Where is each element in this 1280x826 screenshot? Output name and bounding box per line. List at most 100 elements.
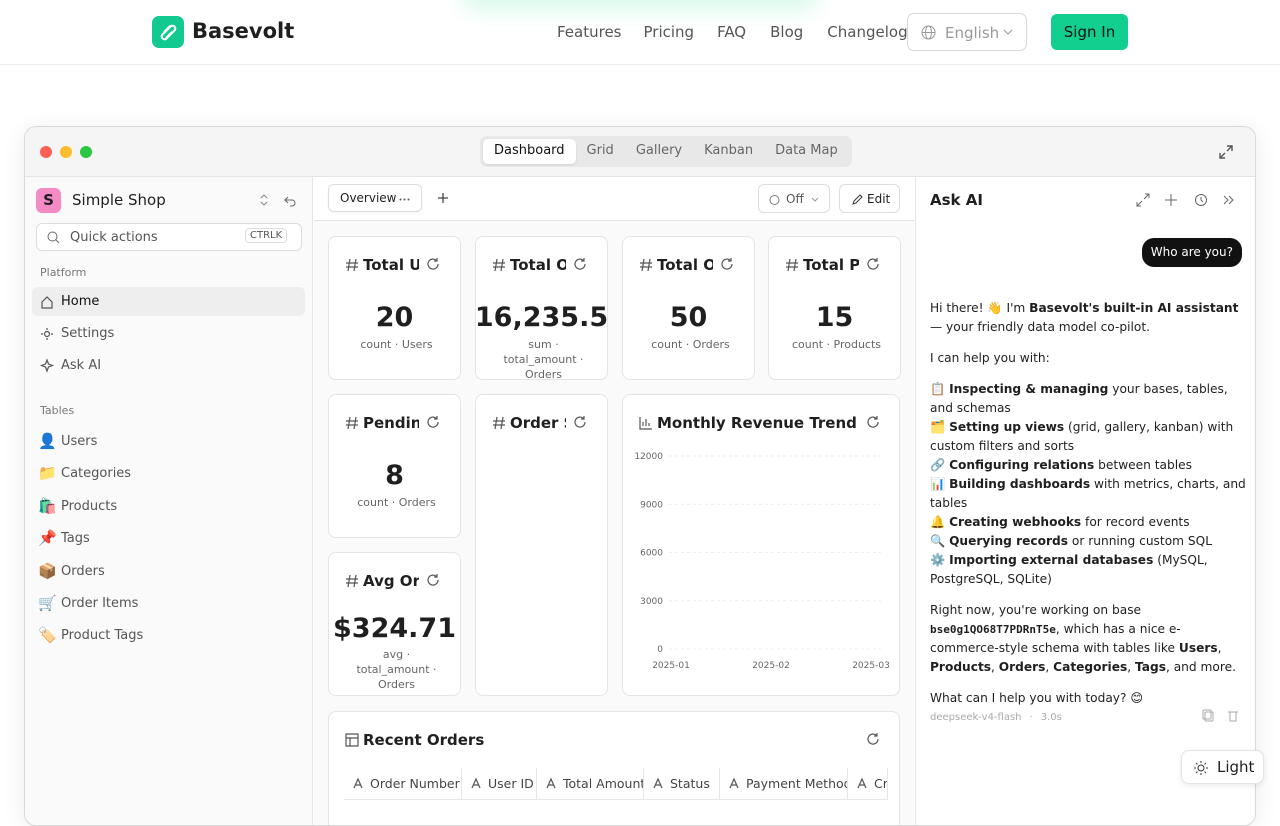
- table-item[interactable]: 🛒 Order Items: [32, 589, 305, 618]
- text-run: ,: [1045, 660, 1054, 674]
- nav-icon-path: [41, 296, 53, 309]
- nav-link[interactable]: Changelog: [827, 23, 908, 41]
- x-tick-label: 2025-03: [852, 661, 890, 671]
- text-run: ,: [991, 660, 999, 674]
- column-header[interactable]: User ID: [462, 768, 537, 800]
- metric-value: $324.71: [333, 613, 456, 644]
- card-title: Avg Ord: [363, 572, 419, 590]
- table-item[interactable]: 📌 Tags: [32, 524, 305, 553]
- refresh-icon-path: [427, 416, 439, 428]
- column-header[interactable]: Cr: [848, 768, 888, 800]
- table-label: Products: [61, 498, 118, 514]
- list-item: 🗂️ Setting up views (grid, gallery, kanb…: [930, 418, 1248, 456]
- card-title: Order St: [510, 414, 566, 432]
- refresh-icon[interactable]: [573, 415, 587, 429]
- hash-icon: [346, 416, 358, 430]
- pencil-icon: [852, 194, 863, 205]
- refresh-toggle[interactable]: Off: [758, 184, 830, 213]
- nav-link[interactable]: Features: [557, 23, 622, 41]
- refresh-icon[interactable]: [426, 415, 440, 429]
- sign-in-button[interactable]: Sign In: [1051, 14, 1128, 50]
- table-item[interactable]: 🏷️ Product Tags: [32, 621, 305, 650]
- language-select[interactable]: English: [907, 13, 1027, 51]
- hash-icon: [346, 574, 358, 588]
- window-controls[interactable]: [40, 146, 100, 158]
- nav-item[interactable]: Home: [32, 287, 305, 316]
- table-item[interactable]: 🛍️ Products: [32, 492, 305, 521]
- search-icon: [47, 231, 60, 244]
- workspace-name[interactable]: Simple Shop: [72, 191, 166, 209]
- refresh-icon[interactable]: [866, 415, 880, 429]
- text-run: ,: [1127, 660, 1135, 674]
- nav-item[interactable]: Settings: [32, 319, 305, 348]
- refresh-icon[interactable]: [866, 257, 880, 271]
- table-item[interactable]: 📦 Orders: [32, 557, 305, 586]
- nav-label: Settings: [61, 326, 115, 341]
- text-run: between tables: [1094, 458, 1192, 472]
- nav-links: Features Pricing FAQ Blog Changelog: [557, 23, 908, 41]
- hash-icon-path: [493, 258, 505, 272]
- text-run: , and more.: [1165, 660, 1236, 674]
- search-box[interactable]: Quick actions CTRLK: [36, 223, 302, 251]
- column-icon: [653, 777, 663, 789]
- x-tick-label: 2025-01: [652, 661, 690, 671]
- text-run: (MySQL, PostgreSQL, SQLite): [930, 553, 1208, 586]
- refresh-icon[interactable]: [866, 732, 880, 746]
- card-title: Total Pro: [803, 256, 859, 274]
- card-title: Recent Orders: [363, 731, 485, 749]
- column-label: Cr: [874, 776, 888, 791]
- panel-actions[interactable]: [1136, 193, 1236, 207]
- user-message: Who are you?: [1141, 238, 1242, 267]
- nav-link[interactable]: Blog: [770, 23, 804, 41]
- edit-button[interactable]: Edit: [839, 184, 900, 213]
- overview-tab[interactable]: Overview: [328, 184, 422, 212]
- chart-card: Monthly Revenue Trend 0 3000 6000 9000 12000 2…: [622, 394, 900, 696]
- card-title: Total Ord: [510, 256, 566, 274]
- theme-toggle[interactable]: Light: [1181, 750, 1264, 784]
- column-header[interactable]: Status: [644, 768, 720, 800]
- refresh-icon-path: [574, 258, 586, 270]
- refresh-icon[interactable]: [426, 257, 440, 271]
- column-header[interactable]: Order Number: [344, 768, 462, 800]
- column-header[interactable]: Total Amount: [537, 768, 644, 800]
- list-item: 📊 Building dashboards with metrics, char…: [930, 475, 1248, 513]
- workspace-avatar: S: [36, 188, 61, 213]
- workspace-icons[interactable]: [259, 193, 299, 207]
- view-tab[interactable]: Dashboard: [483, 139, 576, 164]
- table-item[interactable]: 👤 Users: [32, 427, 305, 456]
- table-item[interactable]: 📁 Categories: [32, 459, 305, 488]
- metric-card: Total Ord $16,235.54 sum · total_amount · …: [475, 236, 608, 380]
- logo[interactable]: [152, 16, 184, 48]
- table-icon: 📦: [38, 561, 57, 580]
- column-icon: [857, 777, 867, 789]
- view-tab[interactable]: Grid: [586, 143, 614, 158]
- refresh-icon[interactable]: [426, 573, 440, 587]
- text-run: ,: [1217, 641, 1222, 655]
- view-tab[interactable]: Gallery: [635, 143, 683, 158]
- brand[interactable]: Basevolt: [192, 19, 295, 43]
- dashboard: Overview Off Edit Total Us 20 count · User…: [314, 177, 914, 825]
- message-actions[interactable]: [1202, 709, 1242, 722]
- refresh-icon-path: [867, 258, 879, 270]
- refresh-icon[interactable]: [720, 257, 734, 271]
- view-tab[interactable]: Kanban: [704, 143, 754, 158]
- nav-link[interactable]: FAQ: [717, 23, 747, 41]
- column-header[interactable]: Payment Method: [720, 768, 848, 800]
- text-run: Configuring relations: [949, 458, 1095, 472]
- view-tab[interactable]: Data Map: [775, 143, 838, 158]
- expand-icon[interactable]: [1218, 144, 1234, 160]
- more-icon[interactable]: [399, 198, 411, 201]
- text-run: Inspecting & managing: [949, 382, 1109, 396]
- text-run: or running custom SQL: [1068, 534, 1213, 548]
- metric-card: Avg Ord $324.71 avg · total_amount · Order…: [328, 552, 461, 696]
- refresh-icon[interactable]: [573, 257, 587, 271]
- add-tab[interactable]: [437, 192, 449, 204]
- view-tabs: Dashboard Grid Gallery Kanban Data Map: [480, 136, 852, 167]
- y-tick-label: 0: [657, 645, 663, 655]
- table-label: Users: [61, 434, 98, 449]
- nav-link[interactable]: Pricing: [643, 23, 695, 41]
- chart-plot: 0 3000 6000 9000 12000 2025-01 2025-02 2025-03: [634, 452, 890, 671]
- text-run: Orders: [998, 660, 1046, 674]
- nav-item[interactable]: Ask AI: [32, 351, 305, 380]
